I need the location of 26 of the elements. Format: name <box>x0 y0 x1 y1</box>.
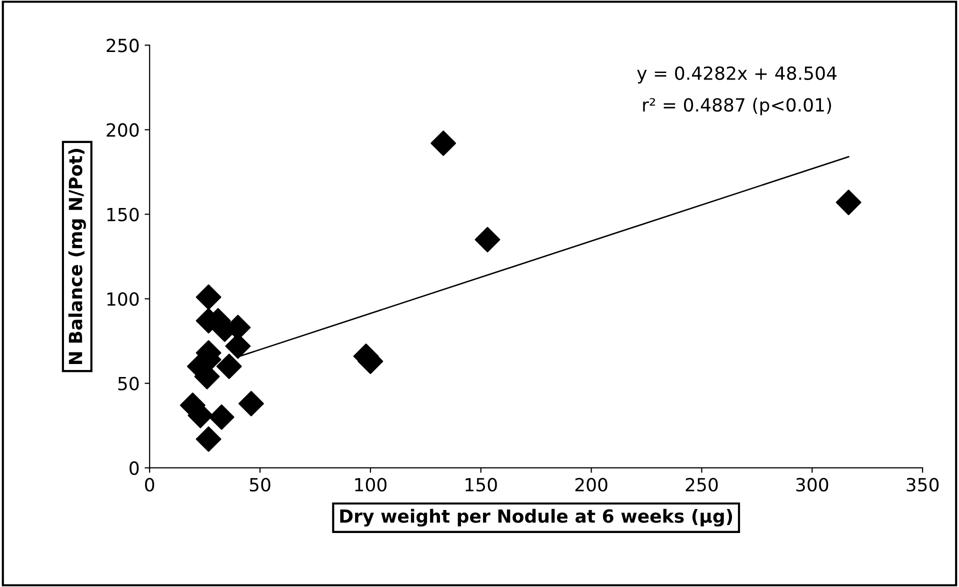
x-tick-label: 50 <box>250 478 270 492</box>
y-tick-label: 50 <box>118 376 139 390</box>
y-axis-title: N Balance (mg N/Pot) <box>68 148 86 364</box>
point <box>208 404 234 430</box>
x-axis-title: Dry weight per Nodule at 6 weeks (µg) <box>340 508 732 527</box>
y-tick-label: 150 <box>107 208 139 222</box>
x-tick-label: 150 <box>466 478 497 492</box>
point <box>196 426 222 452</box>
point <box>836 190 862 216</box>
x-tick-label: 300 <box>796 478 828 492</box>
x-tick-label: 0 <box>145 478 154 492</box>
x-tick-label: 350 <box>906 478 939 492</box>
point <box>196 284 222 310</box>
y-tick-label: 250 <box>106 38 139 52</box>
point <box>430 130 456 156</box>
x-tick-label: 100 <box>355 478 386 492</box>
annotation: r² = 0.4887 (p<0.01) <box>643 98 832 116</box>
point <box>216 354 242 380</box>
y-tick-label: 0 <box>130 461 139 475</box>
y-tick-label: 200 <box>106 123 139 137</box>
point <box>238 390 264 416</box>
point <box>474 226 500 252</box>
y-tick-label: 100 <box>107 292 139 306</box>
x-tick-label: 200 <box>575 478 608 492</box>
x-tick-label: 250 <box>686 478 718 492</box>
annotation: y = 0.4282x + 48.504 <box>637 66 837 84</box>
